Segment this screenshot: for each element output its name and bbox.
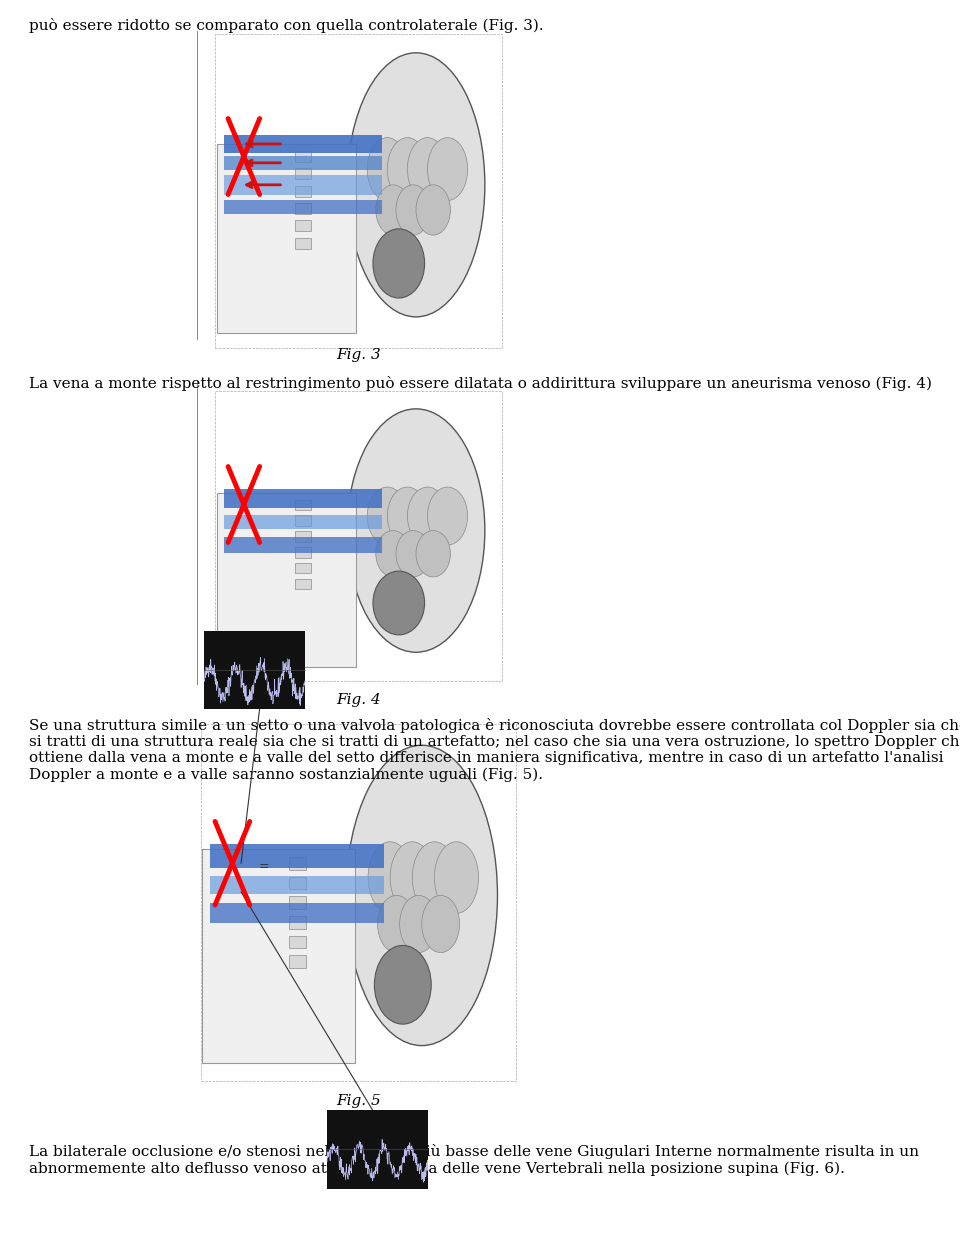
Bar bbox=[224, 490, 381, 508]
Bar bbox=[295, 547, 311, 557]
Bar bbox=[295, 169, 311, 180]
Ellipse shape bbox=[375, 530, 410, 577]
Bar bbox=[224, 155, 381, 170]
Ellipse shape bbox=[416, 185, 450, 236]
Ellipse shape bbox=[390, 842, 434, 914]
Bar bbox=[295, 186, 311, 197]
Bar bbox=[327, 1110, 428, 1189]
Bar bbox=[295, 580, 311, 589]
Bar bbox=[295, 238, 311, 249]
Bar bbox=[215, 33, 502, 348]
Bar bbox=[289, 956, 306, 968]
Ellipse shape bbox=[387, 487, 427, 545]
Ellipse shape bbox=[421, 895, 460, 953]
Ellipse shape bbox=[407, 487, 447, 545]
Ellipse shape bbox=[416, 530, 450, 577]
Bar bbox=[295, 563, 311, 573]
Ellipse shape bbox=[374, 946, 431, 1025]
Bar bbox=[224, 175, 381, 195]
Text: Fig. 5: Fig. 5 bbox=[336, 1094, 381, 1107]
Ellipse shape bbox=[373, 571, 424, 635]
Bar bbox=[289, 857, 306, 869]
Ellipse shape bbox=[375, 185, 410, 236]
Ellipse shape bbox=[399, 895, 438, 953]
Ellipse shape bbox=[427, 138, 468, 201]
Bar bbox=[224, 538, 381, 554]
Text: Fig. 3: Fig. 3 bbox=[336, 348, 381, 361]
Bar bbox=[204, 631, 305, 709]
Bar bbox=[210, 845, 384, 868]
Text: Fig. 4: Fig. 4 bbox=[336, 693, 381, 707]
Bar bbox=[295, 221, 311, 232]
Bar bbox=[295, 515, 311, 525]
Bar bbox=[289, 936, 306, 948]
Bar bbox=[295, 531, 311, 541]
Ellipse shape bbox=[368, 842, 412, 914]
Ellipse shape bbox=[348, 53, 485, 317]
FancyBboxPatch shape bbox=[217, 144, 356, 333]
Ellipse shape bbox=[348, 409, 485, 652]
FancyBboxPatch shape bbox=[217, 493, 356, 667]
Ellipse shape bbox=[427, 487, 468, 545]
Ellipse shape bbox=[407, 138, 447, 201]
Bar bbox=[289, 896, 306, 909]
Text: La vena a monte rispetto al restringimento può essere dilatata o addirittura svi: La vena a monte rispetto al restringimen… bbox=[29, 376, 932, 391]
Text: può essere ridotto se comparato con quella controlaterale (Fig. 3).: può essere ridotto se comparato con quel… bbox=[29, 18, 543, 33]
Bar bbox=[295, 152, 311, 163]
Ellipse shape bbox=[373, 229, 424, 298]
Bar bbox=[224, 134, 381, 153]
Ellipse shape bbox=[396, 185, 430, 236]
Ellipse shape bbox=[377, 895, 416, 953]
Bar bbox=[295, 203, 311, 215]
Bar bbox=[224, 514, 381, 529]
Text: Se una struttura simile a un setto o una valvola patologica è riconosciuta dovre: Se una struttura simile a un setto o una… bbox=[29, 718, 960, 782]
Bar bbox=[289, 916, 306, 928]
Bar bbox=[295, 499, 311, 509]
Bar bbox=[210, 904, 384, 924]
Ellipse shape bbox=[434, 842, 478, 914]
Ellipse shape bbox=[346, 745, 497, 1046]
Bar bbox=[210, 875, 384, 894]
Text: La bilaterale occlusione e/o stenosi nelle porzioni più basse delle vene Giugula: La bilaterale occlusione e/o stenosi nel… bbox=[29, 1144, 919, 1176]
Ellipse shape bbox=[368, 138, 407, 201]
Ellipse shape bbox=[396, 530, 430, 577]
Bar bbox=[215, 392, 502, 681]
Ellipse shape bbox=[368, 487, 407, 545]
FancyBboxPatch shape bbox=[203, 848, 355, 1063]
Bar bbox=[201, 724, 516, 1081]
Bar bbox=[289, 877, 306, 889]
Bar bbox=[224, 200, 381, 213]
Text: =: = bbox=[258, 861, 269, 873]
Ellipse shape bbox=[412, 842, 456, 914]
Ellipse shape bbox=[387, 138, 427, 201]
